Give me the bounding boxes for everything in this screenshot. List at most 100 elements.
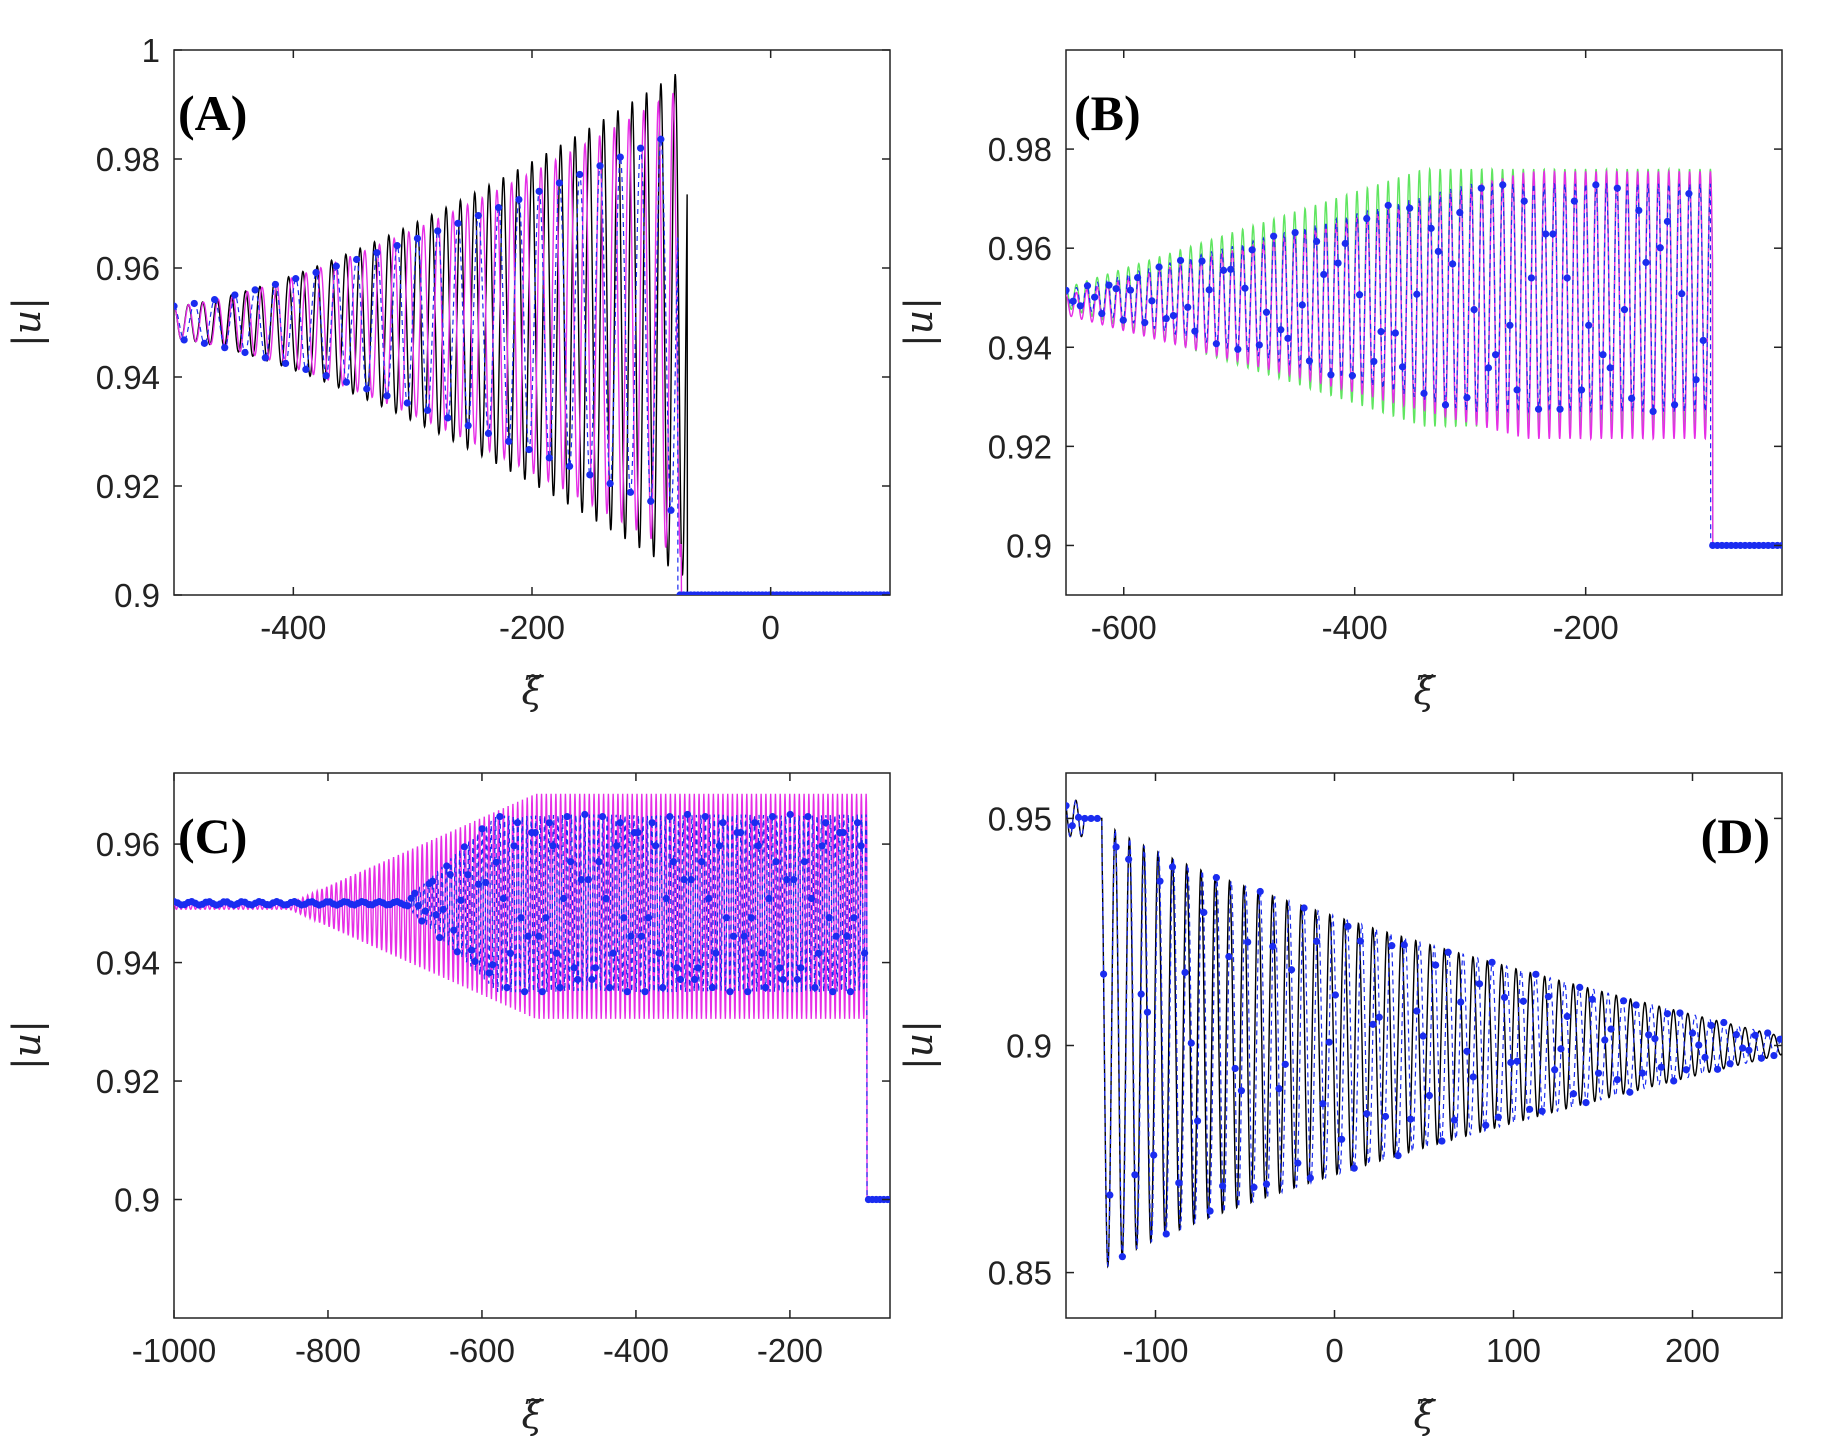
data-point: [1713, 1065, 1722, 1073]
data-point: [1269, 942, 1277, 951]
data-point: [1538, 1107, 1546, 1115]
data-point: [1663, 217, 1672, 226]
data-point: [1520, 197, 1528, 205]
data-point: [1663, 1010, 1672, 1018]
data-point: [1298, 301, 1306, 309]
data-point: [453, 948, 461, 956]
data-point: [715, 842, 723, 850]
data-point: [1162, 1230, 1170, 1238]
data-point: [659, 983, 667, 992]
data-point: [454, 219, 462, 227]
data-point: [1131, 1171, 1139, 1179]
x-tick-label: 100: [1486, 1332, 1541, 1369]
data-point: [669, 858, 677, 866]
x-tick-label: 0: [1325, 1332, 1343, 1369]
data-point: [726, 988, 734, 996]
y-tick-label: 0.92: [988, 428, 1052, 465]
data-point: [1168, 863, 1177, 871]
data-point: [1206, 1207, 1214, 1215]
data-point: [524, 932, 532, 940]
data-point: [683, 810, 692, 819]
data-point: [1355, 291, 1364, 299]
data-point: [1175, 1179, 1183, 1187]
data-point: [1592, 181, 1600, 189]
data-point: [281, 359, 290, 368]
panel-1-series-blue-points: [1066, 181, 1782, 550]
data-point: [1148, 297, 1156, 305]
data-point: [506, 949, 515, 957]
data-point: [676, 975, 685, 984]
panel-b-frame: [1065, 49, 1783, 596]
data-point: [1363, 1110, 1371, 1118]
data-point: [1141, 319, 1149, 327]
data-point: [758, 949, 766, 957]
data-point: [1570, 197, 1578, 205]
data-point: [657, 135, 665, 143]
data-point: [596, 162, 604, 170]
data-point: [494, 204, 503, 212]
data-point: [1181, 968, 1189, 977]
data-point: [1506, 321, 1514, 329]
data-point: [383, 392, 391, 400]
data-point: [492, 858, 500, 866]
data-point: [783, 875, 791, 884]
data-point: [687, 875, 695, 884]
data-point: [428, 877, 437, 885]
data-point: [829, 988, 837, 996]
panel-a-xlabel: ξ̃: [522, 669, 545, 713]
data-point: [1649, 407, 1657, 416]
data-point: [510, 842, 518, 850]
data-point: [641, 988, 649, 996]
data-point: [535, 932, 543, 940]
data-point: [1688, 1029, 1697, 1037]
data-point: [691, 975, 699, 984]
data-point: [1384, 201, 1392, 209]
data-point: [1492, 351, 1500, 359]
data-point: [1205, 286, 1213, 294]
data-point: [1444, 948, 1452, 956]
data-point: [414, 902, 422, 910]
y-tick-label: 0.9: [1006, 1028, 1052, 1065]
data-point: [1069, 297, 1077, 305]
data-point: [1707, 1021, 1715, 1030]
data-point: [549, 842, 557, 850]
data-point: [1770, 1051, 1778, 1060]
data-point: [1193, 1117, 1202, 1125]
data-point: [552, 949, 561, 957]
data-point: [1277, 326, 1285, 334]
data-point: [1231, 1064, 1239, 1073]
data-point: [800, 858, 808, 866]
data-point: [1250, 1183, 1258, 1191]
data-point: [1534, 405, 1543, 413]
data-point: [673, 964, 681, 972]
data-point: [754, 842, 762, 850]
data-point: [1091, 293, 1099, 301]
data-point: [503, 983, 511, 992]
data-point: [1434, 247, 1442, 256]
data-point: [747, 914, 755, 922]
data-point: [535, 187, 543, 195]
data-point: [1234, 345, 1242, 353]
y-tick-label: 0.96: [96, 250, 160, 287]
data-point: [555, 179, 564, 187]
y-tick-label: 0.9: [114, 1182, 160, 1219]
data-point: [538, 988, 546, 996]
data-point: [556, 983, 564, 992]
data-point: [839, 828, 847, 837]
data-point: [1262, 308, 1271, 316]
data-point: [418, 917, 426, 925]
data-point: [1732, 1031, 1740, 1039]
x-tick-label: -200: [1553, 609, 1619, 646]
data-point: [517, 914, 525, 922]
data-point: [1187, 1039, 1195, 1047]
data-point: [1350, 1164, 1358, 1172]
panel-a-ylabel: |u|: [5, 297, 49, 347]
data-point: [1432, 961, 1440, 969]
data-point: [1507, 1058, 1515, 1067]
data-point: [662, 894, 670, 903]
data-point: [623, 988, 631, 996]
data-point: [1599, 351, 1607, 359]
data-point: [1134, 273, 1142, 282]
data-point: [1327, 371, 1335, 379]
